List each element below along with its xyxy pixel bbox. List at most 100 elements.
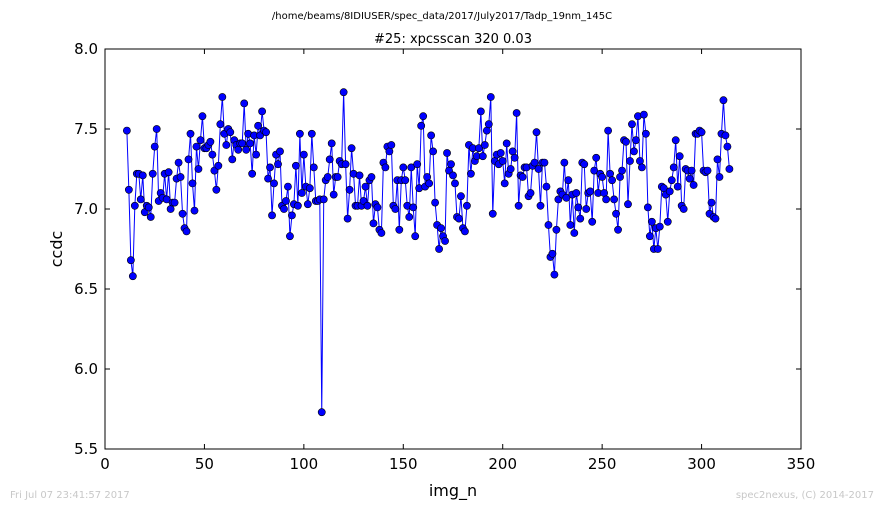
data-point — [564, 176, 573, 185]
data-point — [608, 176, 616, 185]
data-point — [284, 182, 292, 191]
data-point — [262, 128, 270, 137]
data-point — [641, 129, 650, 138]
data-point — [447, 160, 455, 169]
data-point — [508, 147, 517, 156]
data-point — [590, 166, 599, 175]
data-point — [598, 173, 607, 181]
data-point — [673, 182, 682, 191]
data-point — [369, 219, 378, 228]
data-point — [685, 174, 694, 183]
data-point — [174, 158, 183, 167]
data-point — [663, 217, 672, 226]
data-point — [552, 225, 561, 234]
data-point — [186, 129, 195, 138]
data-point — [697, 128, 706, 137]
data-point — [643, 203, 652, 212]
x-tick-label: 0 — [100, 455, 110, 473]
axes-frame — [104, 48, 802, 450]
data-point — [307, 129, 316, 138]
data-point — [576, 214, 585, 223]
data-point — [526, 189, 535, 197]
data-point — [276, 147, 284, 156]
y-axis-label: ccdc — [47, 231, 66, 268]
data-point — [293, 201, 302, 210]
data-point — [632, 136, 640, 145]
data-point — [184, 155, 193, 164]
data-point — [482, 126, 491, 135]
y-tick-label: 6.5 — [74, 280, 98, 298]
data-point — [218, 93, 227, 101]
data-point — [600, 189, 609, 197]
data-point — [327, 139, 336, 148]
data-point — [355, 171, 364, 180]
data-point — [604, 126, 613, 135]
data-point — [496, 149, 505, 157]
data-point — [208, 150, 217, 159]
data-point — [711, 214, 720, 223]
data-point — [502, 139, 511, 148]
data-point — [188, 179, 197, 188]
data-point — [707, 198, 716, 207]
x-tick-label: 200 — [488, 455, 517, 473]
data-point — [484, 120, 493, 129]
data-point — [480, 141, 489, 149]
x-tick-label: 50 — [195, 455, 214, 473]
data-point — [443, 149, 451, 157]
data-point — [395, 225, 404, 234]
data-point — [427, 131, 436, 140]
data-point — [572, 189, 581, 197]
data-point — [206, 137, 215, 146]
data-point — [325, 155, 334, 164]
data-point — [212, 185, 221, 194]
data-point — [391, 205, 400, 213]
y-tick-label: 5.5 — [74, 440, 98, 458]
data-point — [385, 147, 394, 156]
data-point — [671, 136, 680, 145]
data-point — [542, 182, 551, 191]
data-point — [274, 160, 282, 169]
data-point — [148, 169, 157, 178]
data-point — [319, 195, 328, 204]
data-point — [548, 249, 557, 258]
data-point — [715, 173, 724, 181]
data-point — [182, 227, 191, 236]
data-point — [270, 179, 278, 188]
data-point — [282, 197, 290, 205]
x-axis-label: img_n — [429, 481, 477, 501]
data-point — [719, 96, 728, 105]
data-point — [550, 270, 559, 279]
data-point — [435, 245, 443, 253]
data-point — [498, 157, 507, 165]
data-point — [618, 166, 626, 175]
data-point — [190, 206, 199, 215]
data-point — [152, 125, 161, 133]
data-point — [560, 158, 569, 167]
data-point — [431, 198, 439, 207]
data-point — [339, 88, 348, 97]
data-point — [345, 185, 354, 194]
data-point — [630, 147, 638, 156]
data-point — [136, 195, 145, 204]
data-point — [317, 408, 326, 417]
data-point — [640, 110, 648, 119]
data-point — [638, 163, 646, 172]
data-point — [413, 160, 422, 169]
data-point — [401, 176, 410, 185]
data-point — [196, 136, 205, 145]
data-point — [254, 121, 263, 130]
data-point — [264, 174, 272, 183]
chart-suptitle: /home/beams/8IDIUSER/spec_data/2017/July… — [272, 11, 612, 22]
data-point — [222, 141, 231, 149]
chart-title: #25: xpcsscan 320 0.03 — [374, 32, 532, 47]
data-point — [226, 128, 235, 137]
data-point — [343, 214, 352, 223]
data-point — [214, 161, 223, 170]
data-point — [614, 225, 622, 234]
data-point — [150, 142, 159, 151]
data-point — [128, 272, 137, 281]
data-point — [455, 214, 463, 223]
data-point — [146, 213, 155, 221]
x-tick-label: 150 — [389, 455, 418, 473]
data-point — [399, 163, 408, 172]
